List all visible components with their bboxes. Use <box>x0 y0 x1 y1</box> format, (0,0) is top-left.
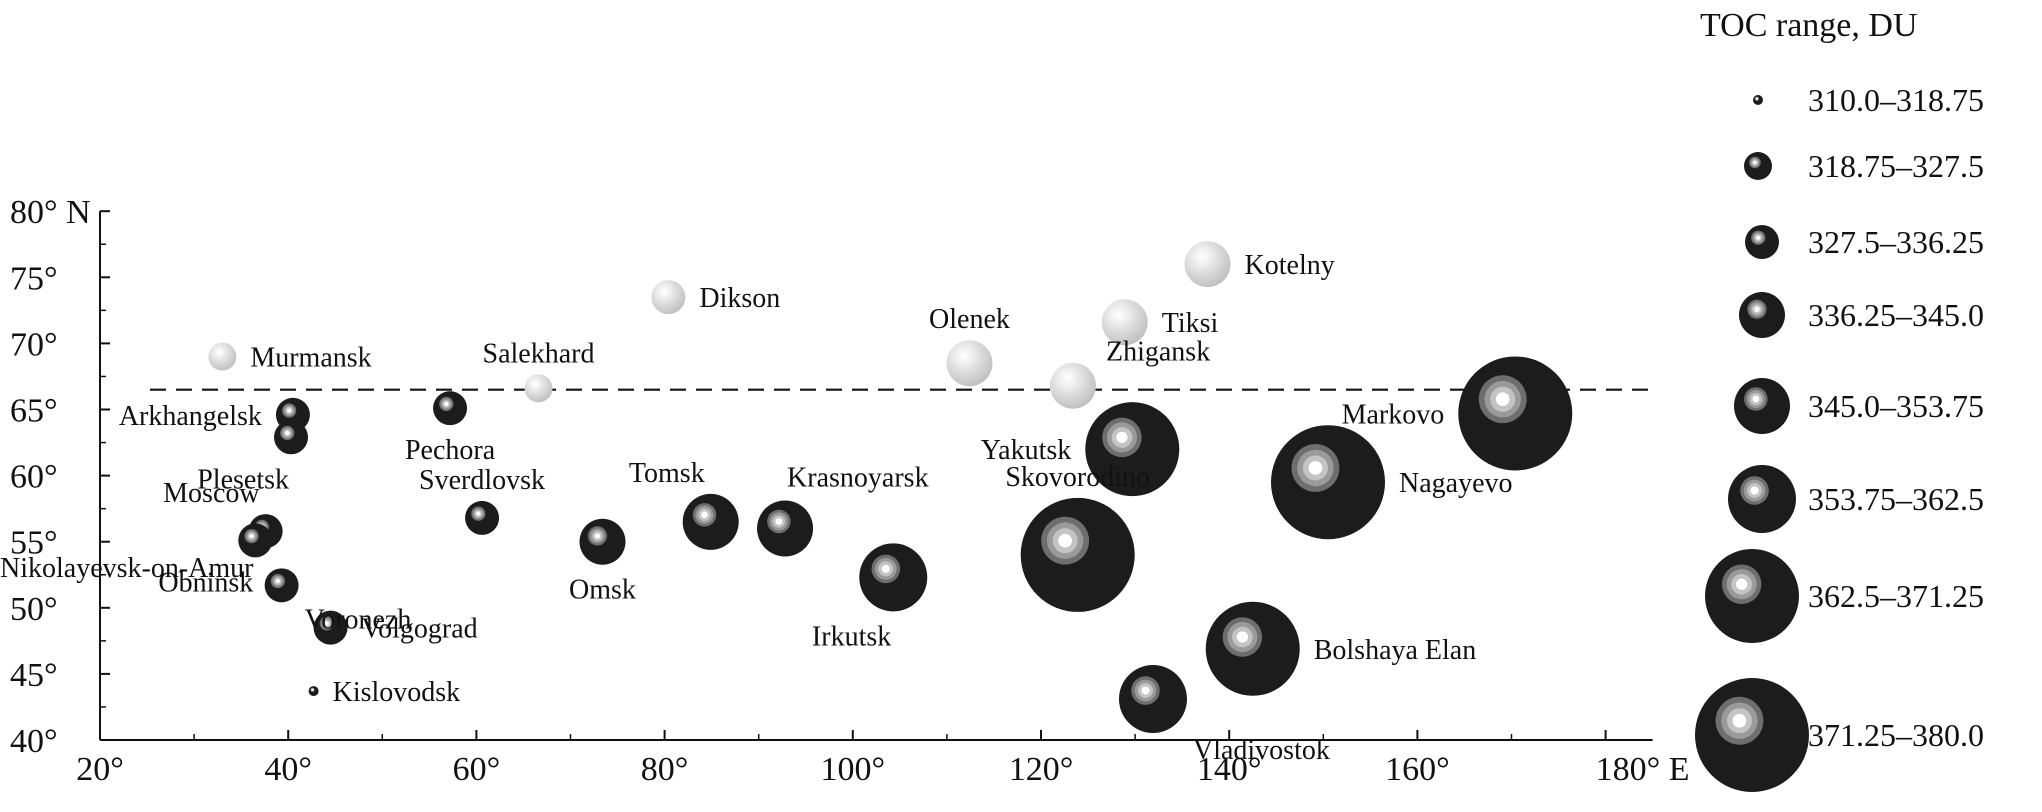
station-marker <box>313 610 348 645</box>
station-label: Volgograd <box>362 614 478 645</box>
x-tick-label: 60° <box>453 751 501 788</box>
x-tick-label: 160° <box>1385 751 1450 788</box>
station-label: Krasnoyarsk <box>787 462 929 493</box>
legend-marker <box>1753 95 1763 105</box>
legend-marker <box>1695 678 1809 792</box>
station-label: Voronezh <box>305 604 412 635</box>
legend: TOC range, DU 310.0–318.75 318.75–327.5 327… <box>1695 7 1984 792</box>
station-label: Markovo <box>1342 399 1445 430</box>
legend-label: 310.0–318.75 <box>1808 82 1984 118</box>
y-tick-label: 75° <box>10 260 58 297</box>
y-tick-label: 65° <box>10 393 58 430</box>
legend-label: 318.75–327.5 <box>1808 148 1984 184</box>
station-label: Plesetsk <box>197 464 289 495</box>
legend-title: TOC range, DU <box>1700 7 1918 44</box>
station-label: Kotelny <box>1245 250 1335 281</box>
station-marker <box>1049 362 1096 409</box>
station-label: Tomsk <box>629 458 705 489</box>
station-marker <box>1085 402 1180 497</box>
station-label: Skovorodino <box>1005 462 1150 493</box>
station-label: Nagayevo <box>1399 468 1513 499</box>
y-tick-label: 80° N <box>10 194 91 231</box>
station-marker <box>579 518 626 565</box>
station-label: Pechora <box>405 435 496 466</box>
legend-marker <box>1705 549 1799 643</box>
x-tick-label: 20° <box>76 751 124 788</box>
station-label: Obninsk <box>158 567 253 598</box>
y-tick-label: 70° <box>10 326 58 363</box>
station-label: Dikson <box>699 283 780 314</box>
legend-marker <box>1745 225 1779 259</box>
x-tick-label: 120° <box>1009 751 1074 788</box>
station-marker <box>264 568 299 603</box>
legend-marker <box>1739 292 1785 338</box>
station-label: Tiksi <box>1162 308 1219 339</box>
station-label: Zhigansk <box>1106 337 1210 368</box>
station-marker <box>465 500 500 535</box>
station-label: Vladivostok <box>1193 735 1330 766</box>
axes: 40° 45° 50° 55° 60° 65° 70° 75° 80° N 20° 40° 60° 80… <box>10 194 1689 788</box>
station-label: Salekhard <box>483 338 595 369</box>
station-marker <box>1101 299 1148 346</box>
station-marker <box>1271 425 1386 540</box>
station-marker <box>946 340 993 387</box>
legend-label: 327.5–336.25 <box>1808 224 1984 260</box>
station-label: Omsk <box>569 575 636 606</box>
y-tick-label: 45° <box>10 657 58 694</box>
station-label: Arkhangelsk <box>119 401 262 432</box>
station-labels: Murmansk Salekhard Dikson Olenek ZhiganskTik… <box>0 250 1513 766</box>
station-marker <box>1205 601 1300 696</box>
legend-marker <box>1744 152 1772 180</box>
legend-marker <box>1728 465 1796 533</box>
x-tick-label: 100° <box>820 751 885 788</box>
station-label: Irkutsk <box>812 621 891 652</box>
station-marker <box>308 686 319 697</box>
station-marker <box>859 543 928 612</box>
y-tick-label: 40° <box>10 723 58 760</box>
station-marker <box>757 500 814 557</box>
station-label: Kislovodsk <box>333 677 461 708</box>
station-label: Bolshaya Elan <box>1314 635 1477 666</box>
station-label: Moscow <box>163 478 260 509</box>
x-tick-label: 80° <box>641 751 689 788</box>
station-label: Nikolayevsk-on-Amur <box>0 553 254 584</box>
station-marker <box>1020 497 1135 612</box>
legend-label: 362.5–371.25 <box>1808 578 1984 614</box>
y-tick-label: 50° <box>10 591 58 628</box>
station-marker <box>274 420 309 455</box>
station-marker <box>1118 665 1187 734</box>
station-marker <box>433 391 468 426</box>
legend-label: 345.0–353.75 <box>1808 388 1984 424</box>
station-marker <box>1458 356 1573 471</box>
station-marker <box>651 280 686 315</box>
y-tick-label: 60° <box>10 459 58 496</box>
station-label: Murmansk <box>250 343 371 374</box>
station-marker <box>524 374 553 403</box>
station-label: Sverdlovsk <box>419 465 545 496</box>
x-tick-label: 140° <box>1197 751 1262 788</box>
station-marker <box>682 493 739 550</box>
legend-label: 353.75–362.5 <box>1808 481 1984 517</box>
y-tick-label: 55° <box>10 525 58 562</box>
station-marker <box>238 523 273 558</box>
station-marker <box>208 342 237 371</box>
station-label: Olenek <box>929 304 1010 335</box>
station-markers <box>208 241 1573 734</box>
x-tick-label: 180° E <box>1596 751 1690 788</box>
legend-label: 336.25–345.0 <box>1808 297 1984 333</box>
legend-marker <box>1734 378 1790 434</box>
legend-label: 371.25–380.0 <box>1808 717 1984 753</box>
x-tick-label: 40° <box>264 751 312 788</box>
station-marker <box>1184 241 1231 288</box>
station-label: Yakutsk <box>981 435 1072 466</box>
